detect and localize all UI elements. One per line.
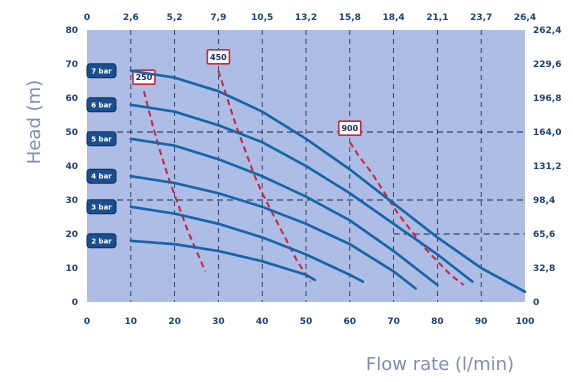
top-tick-label: 23,7	[470, 13, 492, 23]
x-tick-label: 100	[516, 317, 535, 327]
x-tick-label: 30	[212, 317, 225, 327]
orifice-label: 250	[136, 73, 153, 82]
x-tick-label: 50	[300, 317, 313, 327]
orifice-label: 450	[210, 53, 227, 62]
x-tick-label: 10	[125, 317, 138, 327]
pressure-label: 7 bar	[91, 67, 112, 75]
right-tick-label: 262,4	[533, 26, 561, 36]
y-axis-title: Head (m)	[24, 80, 45, 164]
pressure-curve	[129, 205, 365, 283]
y-tick-label: 0	[72, 298, 78, 308]
pressure-curve	[129, 239, 317, 282]
right-tick-label: 32,8	[533, 264, 555, 274]
x-tick-label: 70	[387, 317, 400, 327]
pressure-label-box	[86, 63, 117, 79]
right-tick-label: 0	[533, 298, 539, 308]
y-tick-label: 80	[65, 26, 78, 36]
top-tick-label: 10,5	[251, 13, 273, 23]
pressure-label-box	[86, 97, 117, 113]
orifice-label-box	[337, 120, 362, 136]
grid	[87, 30, 525, 302]
x-tick-label: 20	[168, 317, 181, 327]
right-tick-label: 164,0	[533, 128, 561, 138]
y-tick-label: 10	[65, 264, 78, 274]
right-tick-label: 65,6	[533, 230, 555, 240]
pressure-curve	[129, 174, 417, 290]
x-axis-title: Flow rate (l/min)	[366, 354, 514, 375]
orifice-label: 900	[341, 124, 358, 133]
top-tick-label: 18,4	[382, 13, 404, 23]
top-tick-label: 15,8	[339, 13, 361, 23]
right-tick-label: 98,4	[533, 196, 555, 206]
right-tick-label: 131,2	[533, 162, 561, 172]
top-tick-label: 13,2	[295, 13, 317, 23]
x-tick-label: 40	[256, 317, 269, 327]
pressure-label-box	[86, 131, 117, 147]
y-tick-label: 70	[65, 60, 78, 70]
pressure-curve	[129, 69, 527, 294]
pressure-label-box	[86, 233, 117, 249]
pressure-curve	[129, 137, 439, 287]
y-tick-label: 20	[65, 230, 78, 240]
top-tick-label: 21,1	[426, 13, 448, 23]
pressure-label: 2 bar	[91, 237, 112, 245]
x-tick-label: 0	[84, 317, 90, 327]
pressure-label: 4 bar	[91, 173, 112, 181]
right-tick-label: 196,8	[533, 94, 561, 104]
x-tick-label: 80	[431, 317, 444, 327]
y-tick-label: 50	[65, 128, 78, 138]
y-tick-label: 40	[65, 162, 78, 172]
pressure-label-box	[86, 199, 117, 215]
right-tick-label: 229,6	[533, 60, 561, 70]
pressure-curve	[129, 103, 474, 283]
pressure-curves: 2 bar 3 bar 4 bar 5 bar 6 bar 7 bar	[86, 63, 527, 294]
pressure-label: 3 bar	[91, 203, 112, 211]
top-tick-label: 2,6	[123, 13, 139, 23]
pressure-label: 5 bar	[91, 135, 112, 143]
x-tick-label: 60	[344, 317, 357, 327]
top-tick-label: 7,9	[210, 13, 226, 23]
y-tick-label: 60	[65, 94, 78, 104]
y-tick-label: 30	[65, 196, 78, 206]
orifice-label-box	[206, 48, 231, 65]
pressure-label-box	[86, 168, 117, 184]
x-tick-label: 90	[475, 317, 488, 327]
top-tick-label: 26,4	[514, 13, 536, 23]
top-tick-label: 5,2	[167, 13, 183, 23]
pressure-label: 6 bar	[91, 101, 112, 109]
top-tick-label: 0	[84, 13, 90, 23]
